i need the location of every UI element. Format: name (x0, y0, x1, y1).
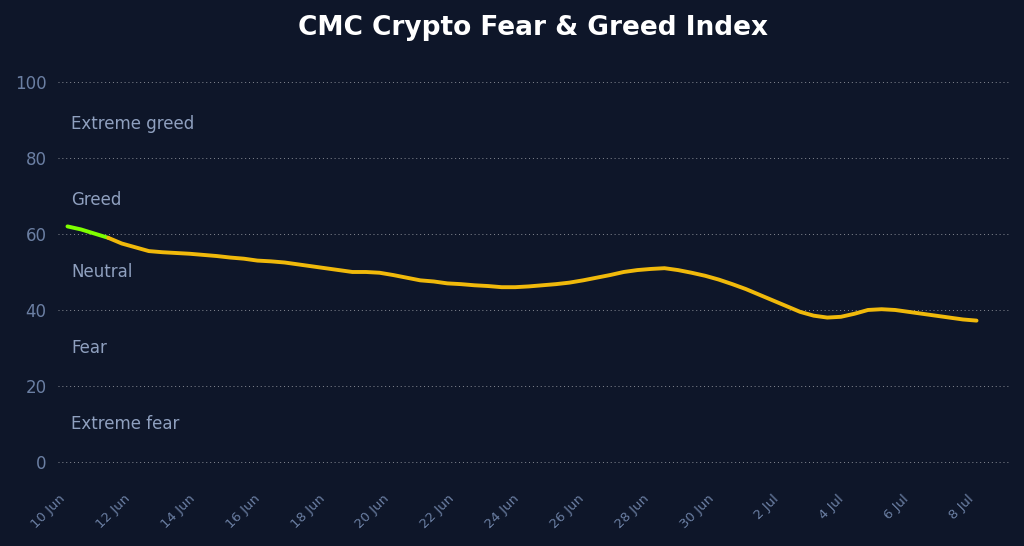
Text: Extreme fear: Extreme fear (72, 415, 180, 433)
Text: Fear: Fear (72, 339, 108, 357)
Text: Greed: Greed (72, 191, 122, 209)
Title: CMC Crypto Fear & Greed Index: CMC Crypto Fear & Greed Index (298, 15, 768, 41)
Text: Extreme greed: Extreme greed (72, 115, 195, 133)
Text: Neutral: Neutral (72, 263, 133, 281)
